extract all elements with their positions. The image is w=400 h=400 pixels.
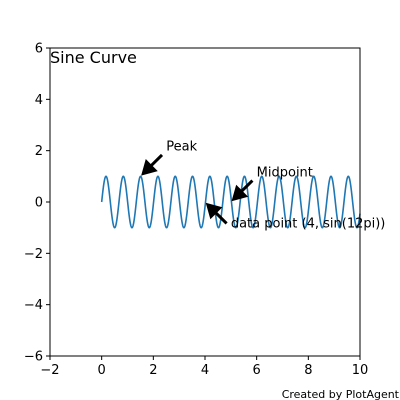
x-tick-label: 6 xyxy=(253,363,261,378)
y-tick-label: 6 xyxy=(35,42,43,57)
y-tick-label: −2 xyxy=(24,247,43,262)
x-tick-label: 8 xyxy=(304,363,312,378)
plot-area: −2 0 2 4 6 8 10 −6 −4 −2 0 2 4 6 Peak Midpoint data poin… xyxy=(24,42,386,379)
footer-credit: Created by PlotAgent xyxy=(282,388,400,400)
x-tick-label: 10 xyxy=(352,363,369,378)
series-line-0 xyxy=(100,175,361,229)
annotation-arrow-2 xyxy=(205,202,228,225)
y-tick-label: 0 xyxy=(35,196,43,211)
annotation-label-2: data point (4, sin(12pi)) xyxy=(231,217,386,232)
x-tick-label: −2 xyxy=(40,363,59,378)
y-tick-label: −4 xyxy=(24,298,43,313)
y-tick-label: −6 xyxy=(24,350,43,365)
annotation-label-0: Peak xyxy=(166,140,197,155)
x-tick-label: 2 xyxy=(149,363,157,378)
x-tick-label: 0 xyxy=(98,363,106,378)
annotation-label-1: Midpoint xyxy=(257,165,313,180)
annotation-arrow-0 xyxy=(141,153,164,176)
annotation-arrow-1 xyxy=(231,179,254,202)
x-tick-label: 4 xyxy=(201,363,209,378)
y-tick-label: 2 xyxy=(35,144,43,159)
y-tick-label: 4 xyxy=(35,93,43,108)
chart-title: Sine Curve xyxy=(50,48,137,67)
